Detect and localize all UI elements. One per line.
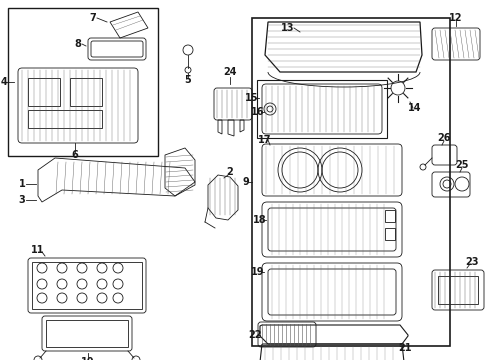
- Text: 3: 3: [19, 195, 25, 205]
- Text: 16: 16: [251, 107, 264, 117]
- Text: 19: 19: [251, 267, 264, 277]
- Bar: [257, 80, 386, 138]
- Text: 8: 8: [74, 39, 81, 49]
- Text: 21: 21: [397, 343, 411, 353]
- Bar: [70, 78, 102, 106]
- Text: 15: 15: [245, 93, 258, 103]
- Bar: [251, 18, 449, 346]
- Text: 22: 22: [248, 330, 261, 340]
- Text: 2: 2: [226, 167, 233, 177]
- Bar: [46, 320, 128, 347]
- Text: 25: 25: [454, 160, 468, 170]
- Bar: [28, 110, 102, 128]
- Text: 18: 18: [253, 215, 266, 225]
- Text: 17: 17: [258, 135, 271, 145]
- Text: 6: 6: [71, 150, 78, 160]
- Text: 23: 23: [464, 257, 478, 267]
- Text: 12: 12: [448, 13, 462, 23]
- Text: 11: 11: [31, 245, 45, 255]
- Bar: [28, 78, 60, 106]
- Text: 10: 10: [81, 357, 95, 360]
- Bar: [32, 262, 142, 309]
- Bar: [384, 228, 394, 240]
- Text: 7: 7: [89, 13, 96, 23]
- Text: 1: 1: [19, 179, 25, 189]
- Text: 24: 24: [223, 67, 236, 77]
- Text: 9: 9: [242, 177, 249, 187]
- Text: 26: 26: [436, 133, 450, 143]
- Bar: [384, 210, 394, 222]
- Text: 5: 5: [184, 75, 191, 85]
- Bar: [437, 276, 477, 304]
- Text: 14: 14: [407, 103, 421, 113]
- Bar: [8, 8, 158, 156]
- Text: 13: 13: [281, 23, 294, 33]
- Text: 4: 4: [0, 77, 7, 87]
